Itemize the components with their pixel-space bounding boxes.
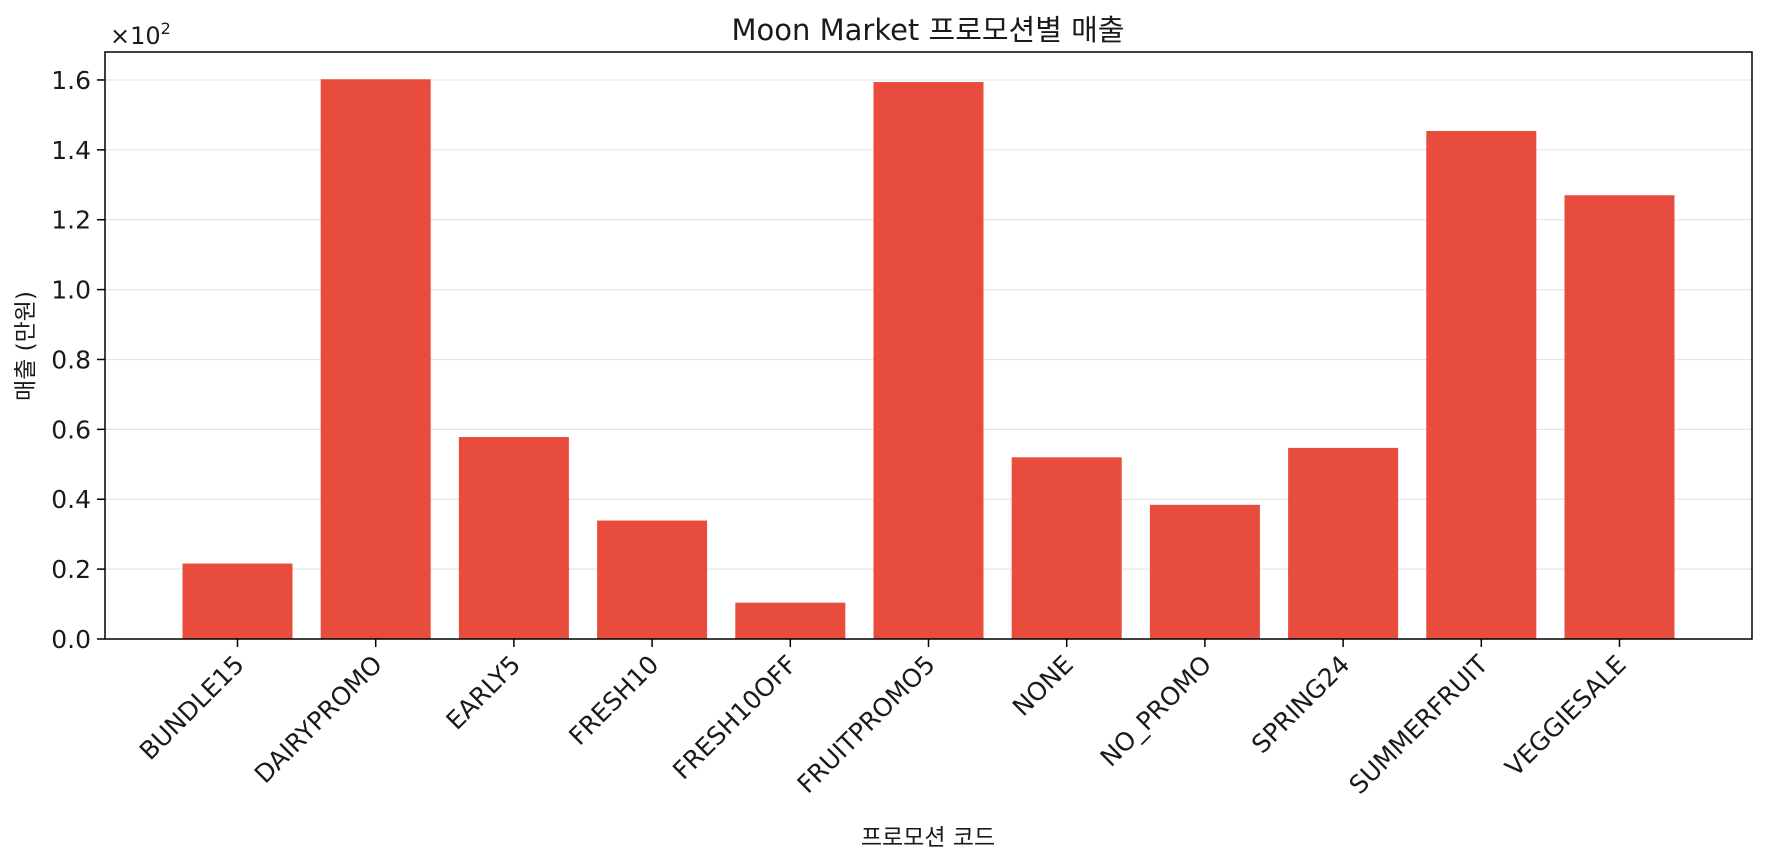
x-axis-label: 프로모션 코드 [861, 825, 995, 851]
y-axis-multiplier-base: ×10 [110, 22, 161, 50]
x-tick-label: NONE [1007, 650, 1079, 722]
x-tick-label: DAIRYPROMO [249, 650, 388, 789]
bar-fruitpromo5 [873, 82, 984, 639]
x-tick-label: FRUITPROMO5 [792, 650, 941, 799]
bar-bundle15 [182, 563, 293, 639]
x-axis-ticks: BUNDLE15 DAIRYPROMO EARLY5 FRESH10 FRESH10OF… [134, 639, 1632, 800]
x-tick-label: SPRING24 [1246, 650, 1355, 759]
y-tick-label: 0.0 [51, 625, 91, 654]
y-axis-ticks: 0.0 0.2 0.4 0.6 0.8 1.0 1.2 1.4 1.6 [51, 66, 105, 654]
y-axis-label: 매출 (만원) [13, 291, 39, 401]
x-tick-label: FRESH10 [563, 650, 664, 751]
bar-veggiesale [1564, 195, 1675, 639]
x-tick-label: EARLY5 [441, 650, 527, 736]
y-tick-label: 1.2 [51, 206, 91, 235]
x-tick-label: FRESH10OFF [667, 650, 802, 785]
bars [182, 79, 1675, 640]
bar-spring24 [1288, 447, 1399, 639]
chart-title: Moon Market 프로모션별 매출 [732, 13, 1125, 47]
x-tick-label: BUNDLE15 [134, 650, 250, 766]
bar-early5 [458, 437, 569, 639]
bar-dairypromo [320, 79, 431, 640]
bar-no-promo [1149, 504, 1260, 639]
bar-fresh10off [735, 602, 846, 639]
y-tick-label: 0.4 [51, 485, 91, 514]
y-tick-label: 1.6 [51, 66, 91, 95]
bar-none [1011, 457, 1122, 639]
bar-summerfruit [1426, 130, 1537, 640]
y-tick-label: 0.8 [51, 345, 91, 374]
y-tick-label: 1.4 [51, 136, 91, 165]
y-axis-multiplier-exponent: 2 [161, 19, 171, 38]
x-tick-label: NO_PROMO [1095, 650, 1218, 773]
y-axis-multiplier: ×102 [110, 19, 171, 50]
bar-fresh10 [597, 520, 708, 639]
y-tick-label: 0.2 [51, 555, 91, 584]
x-tick-label: VEGGIESALE [1500, 650, 1632, 782]
x-tick-label: SUMMERFRUIT [1344, 649, 1495, 800]
y-tick-label: 1.0 [51, 276, 91, 305]
y-tick-label: 0.6 [51, 415, 91, 444]
